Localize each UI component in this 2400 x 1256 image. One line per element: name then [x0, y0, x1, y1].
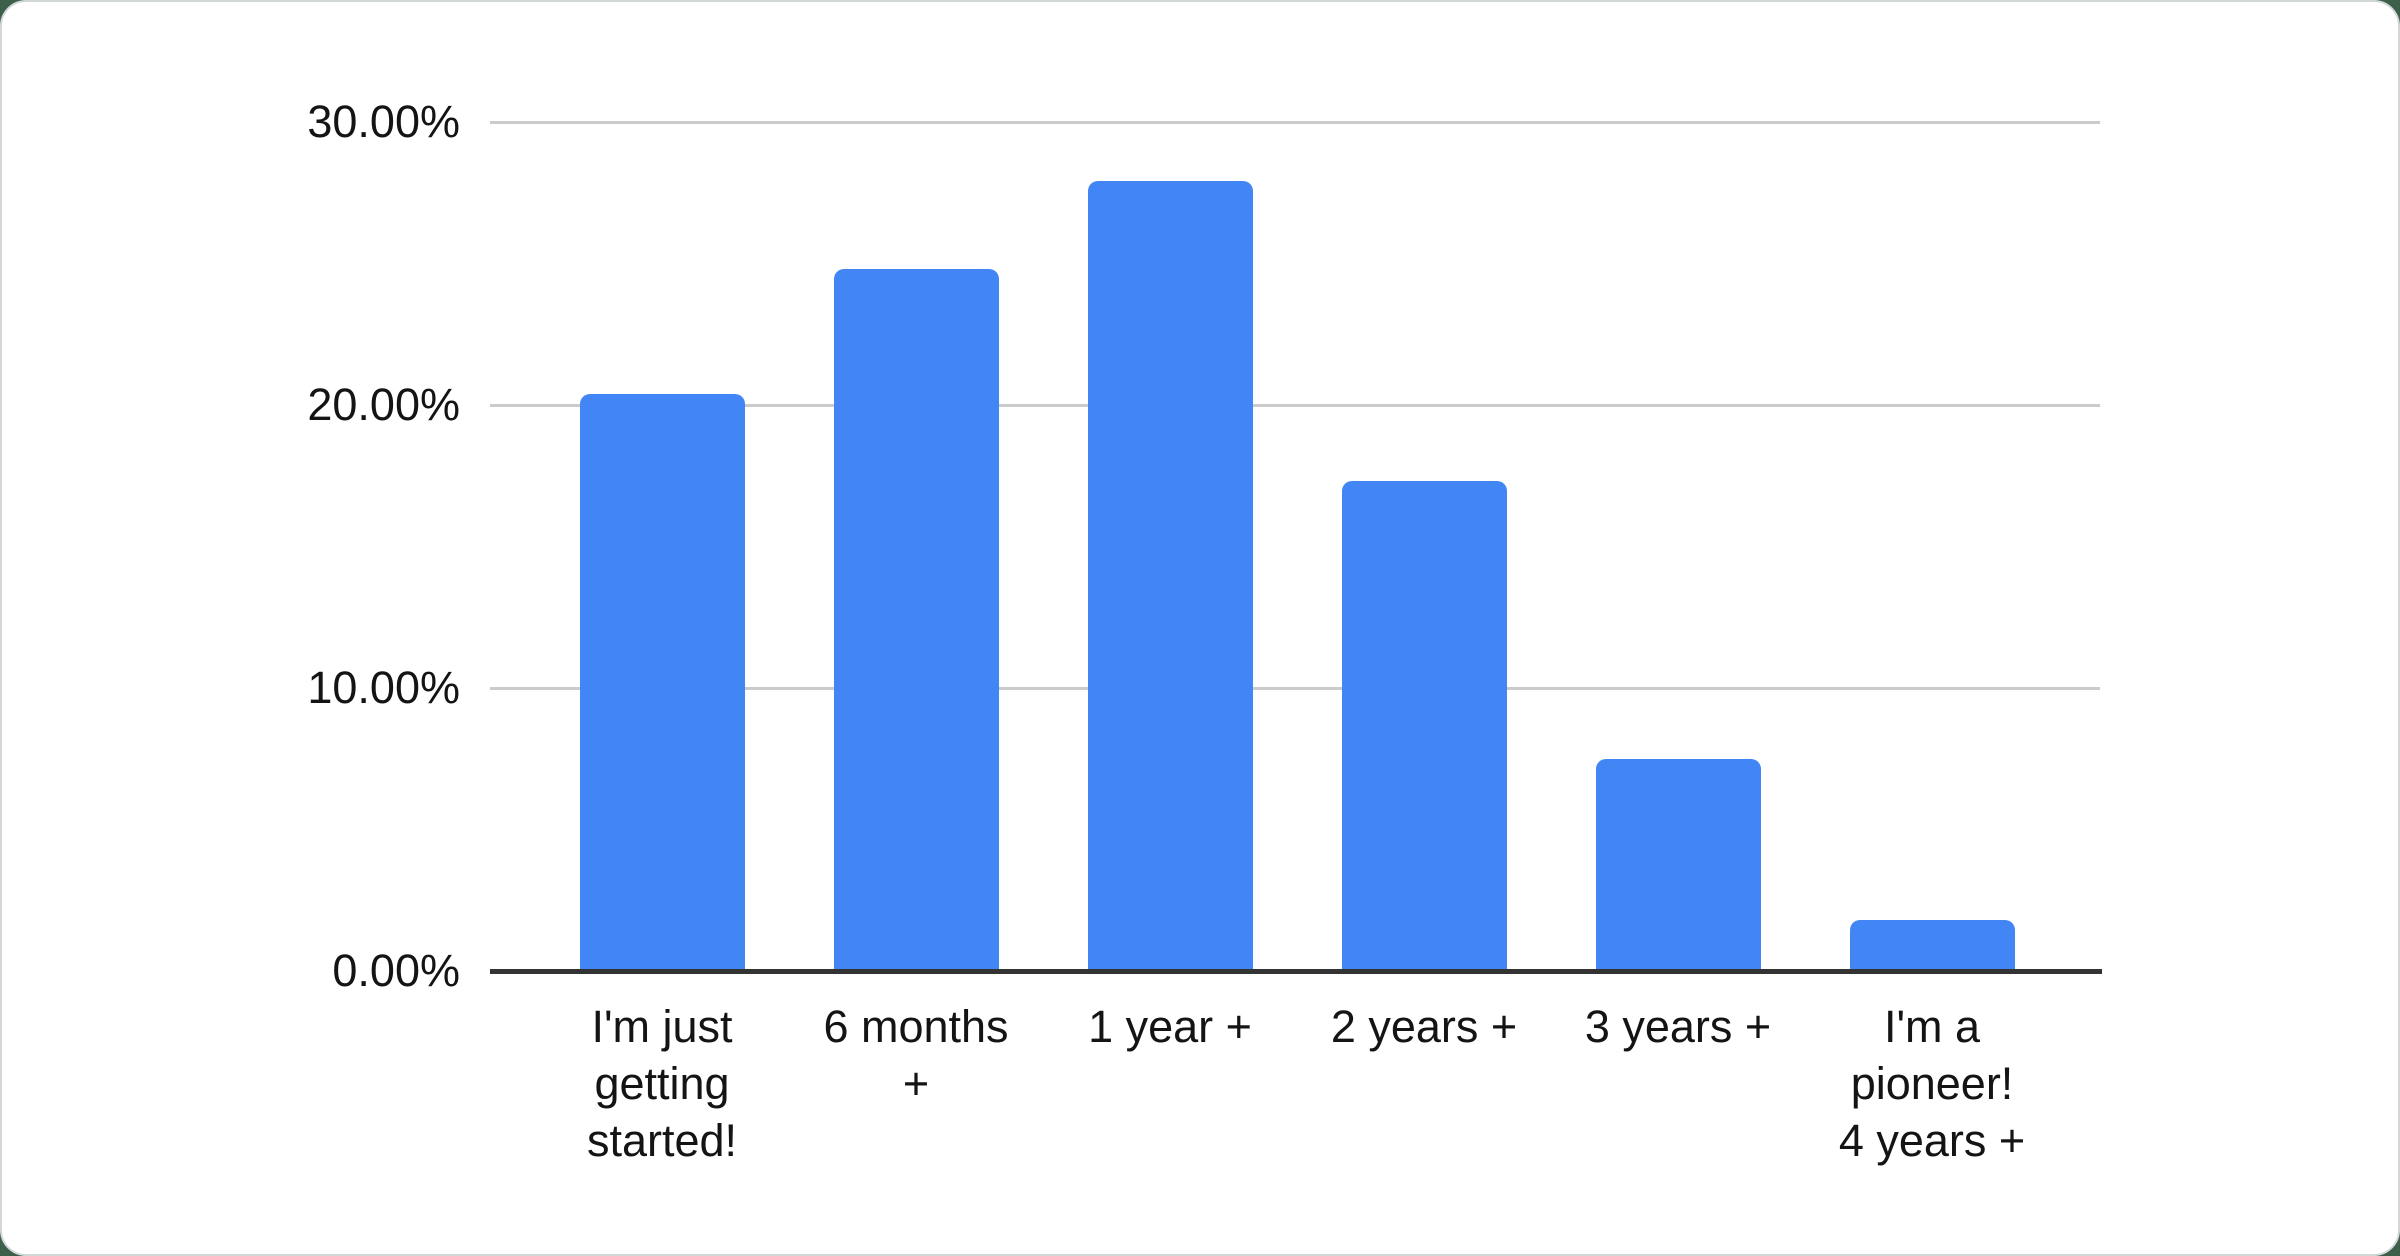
x-axis-tick-label: 6 months +: [756, 998, 1076, 1112]
x-axis-tick-label: 1 year +: [1010, 998, 1330, 1055]
x-axis-tick-label-line: pioneer!: [1850, 1058, 2014, 1109]
x-axis-tick-label-line: I'm a: [1883, 1001, 1981, 1052]
x-axis-tick-label-line: 6 months: [823, 1001, 1009, 1052]
y-axis-tick-label: 10.00%: [307, 662, 460, 713]
bar-1: [579, 393, 745, 971]
x-axis-tick-label: I'm just getting started!: [502, 998, 822, 1169]
x-axis-tick-label: I'm a pioneer! 4 years +: [1772, 998, 2092, 1169]
x-axis-tick-label: 2 years +: [1264, 998, 1584, 1055]
x-axis-tick-label-line: I'm just: [591, 1001, 733, 1052]
y-axis-tick-label: 20.00%: [307, 379, 460, 430]
x-axis-tick-label-line: started!: [586, 1115, 738, 1166]
bar-3: [1087, 181, 1253, 971]
y-axis-tick-label: 0.00%: [332, 945, 460, 996]
x-axis-tick-label: 3 years +: [1518, 998, 1838, 1055]
x-axis-tick-label-line: getting: [594, 1058, 730, 1109]
x-axis-tick-label-line: 2 years +: [1330, 1001, 1518, 1052]
x-axis-line: [490, 969, 2102, 974]
gridline: [490, 403, 2100, 407]
x-axis-tick-label-line: +: [902, 1058, 930, 1109]
bar-2: [833, 269, 999, 971]
x-axis-tick-label-line: 1 year +: [1088, 1001, 1252, 1052]
x-axis-tick-label-line: 4 years +: [1838, 1115, 2026, 1166]
x-axis-tick-label-line: 3 years +: [1584, 1001, 1772, 1052]
bar-5: [1595, 758, 1761, 971]
gridline: [490, 686, 2100, 690]
gridline: [490, 120, 2100, 124]
bar-6: [1849, 920, 2015, 971]
bar-4: [1341, 481, 1507, 971]
y-axis-tick-label: 30.00%: [307, 96, 460, 147]
